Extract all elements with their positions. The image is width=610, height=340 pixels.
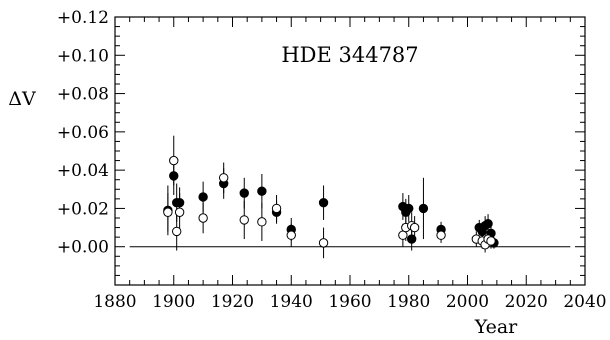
filled-data-point: [257, 186, 267, 196]
open-data-point: [257, 217, 267, 227]
y-tick-label: +0.00: [57, 238, 109, 258]
y-tick-label: +0.02: [57, 199, 109, 219]
x-tick-label: 1920: [211, 292, 254, 312]
y-axis-title: ΔV: [8, 88, 36, 110]
x-tick-label: 1960: [328, 292, 371, 312]
x-tick-label: 1880: [93, 292, 136, 312]
tick-labels: 1880 1900 1920 1940 1960 1980 2000 2020 2040 +0.0…: [57, 8, 607, 312]
data-points: [163, 135, 499, 259]
open-data-point: [286, 230, 296, 240]
open-data-point: [169, 155, 179, 166]
open-data-point: [174, 207, 185, 217]
open-data-point: [271, 203, 282, 214]
filled-data-point: [318, 197, 329, 208]
x-tick-label: 2020: [505, 292, 548, 312]
y-tick-label: +0.12: [57, 8, 109, 28]
filled-data-point: [198, 192, 208, 202]
open-data-point: [398, 230, 408, 240]
x-axis-title: Year: [474, 316, 518, 338]
open-data-point: [486, 236, 496, 246]
x-tick-label: 1940: [270, 292, 313, 312]
open-data-point: [318, 238, 329, 248]
open-data-point: [409, 222, 420, 233]
y-tick-label: +0.08: [57, 85, 109, 105]
x-tick-label: 1900: [152, 292, 195, 312]
open-data-point: [218, 173, 229, 183]
chart-title: HDE 344787: [281, 43, 418, 67]
x-tick-label: 2000: [446, 292, 489, 312]
open-data-point: [171, 226, 182, 237]
open-data-point: [239, 215, 249, 225]
open-data-point: [163, 207, 173, 217]
filled-data-point: [418, 203, 429, 214]
x-tick-label: 1980: [387, 292, 430, 312]
filled-data-point: [239, 188, 249, 198]
y-tick-label: +0.10: [57, 46, 109, 66]
filled-data-point: [483, 219, 493, 229]
y-tick-label: +0.04: [57, 161, 109, 181]
open-data-point: [436, 230, 446, 240]
open-data-point: [198, 213, 208, 223]
x-tick-label: 2040: [563, 292, 606, 312]
y-tick-label: +0.06: [57, 123, 109, 143]
filled-data-point: [404, 203, 414, 214]
plot-frame: [114, 16, 586, 286]
